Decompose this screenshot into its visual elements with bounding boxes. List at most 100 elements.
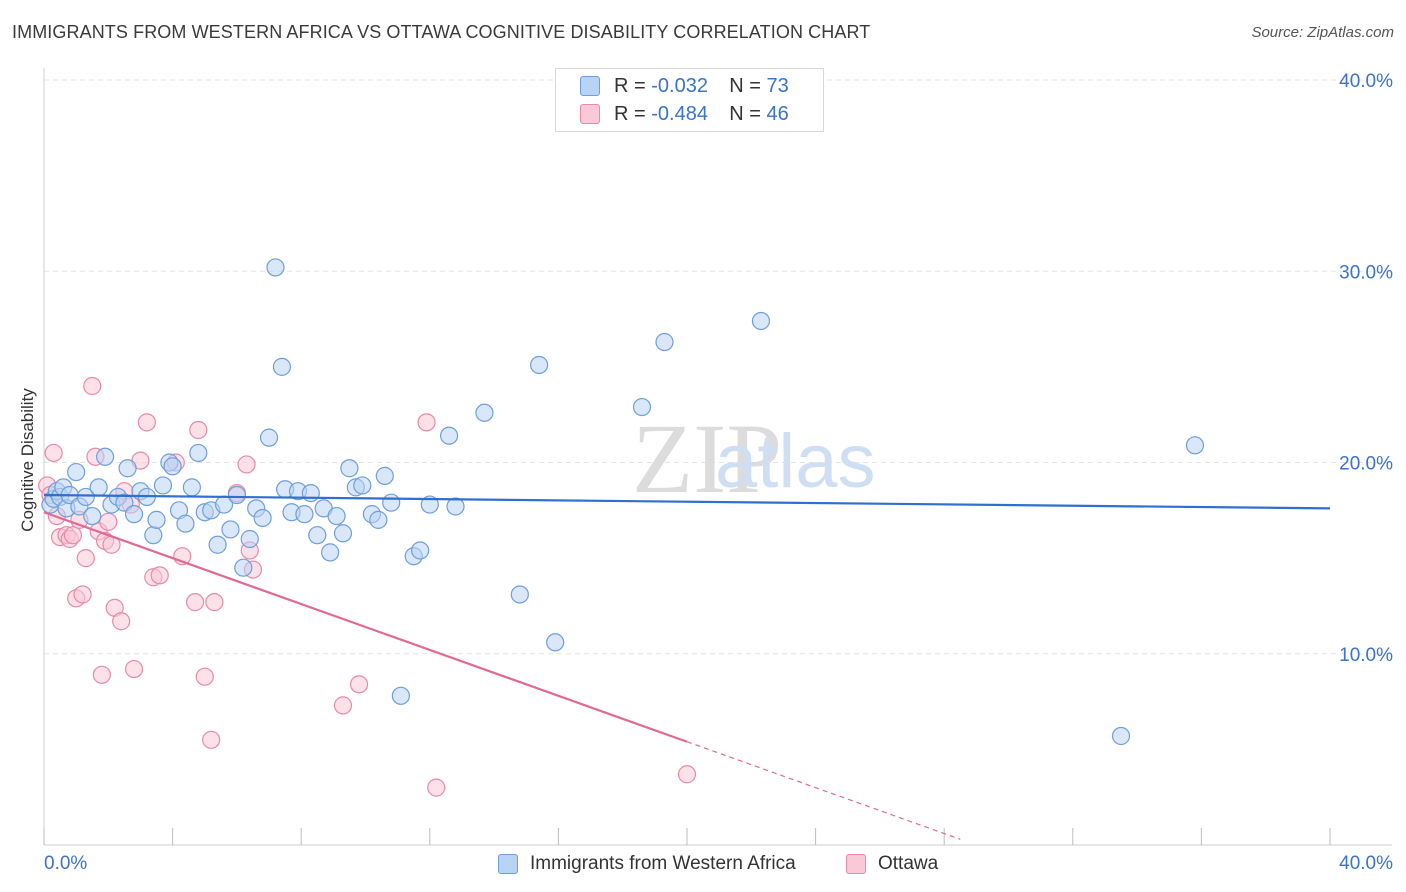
- correlation-legend: R = -0.032 N = 73 R = -0.484 N = 46: [555, 68, 824, 132]
- legend-swatch-pink: [846, 854, 866, 874]
- x-tick-label: 0.0%: [44, 853, 87, 874]
- legend-swatch-blue: [580, 76, 600, 96]
- bottom-legend-label: Ottawa: [878, 853, 939, 874]
- ottawa-point: [195, 667, 214, 686]
- western-africa-point: [301, 484, 320, 503]
- watermark: ZIP atlas: [632, 403, 876, 514]
- western-africa-point: [411, 541, 430, 560]
- western-africa-point: [259, 428, 279, 447]
- legend-swatch-blue: [498, 854, 518, 874]
- legend-n-label: N =: [729, 74, 761, 97]
- western-africa-point: [208, 535, 227, 554]
- ottawa-point: [677, 765, 697, 784]
- western-africa-point: [147, 510, 166, 529]
- legend-n-label: N =: [729, 102, 761, 125]
- western-africa-point: [266, 258, 285, 277]
- ottawa-point: [99, 512, 118, 531]
- legend-n-value: 46: [766, 102, 789, 125]
- legend-r-value: -0.032: [651, 74, 708, 97]
- western-africa-point: [176, 514, 195, 533]
- legend-row-western-africa: R = -0.032 N = 73: [580, 74, 789, 98]
- western-africa-point: [391, 686, 410, 705]
- western-africa-point: [253, 508, 272, 528]
- y-tick-label: 40.0%: [1339, 71, 1393, 92]
- western-africa-point: [234, 558, 253, 577]
- western-africa-point: [327, 506, 346, 526]
- ottawa-point: [427, 778, 446, 797]
- western-africa-point: [632, 397, 652, 417]
- ottawa-point: [76, 549, 95, 568]
- ottawa-trend-line: [43, 511, 688, 743]
- western-africa-point: [510, 585, 529, 604]
- western-africa-point: [95, 447, 115, 466]
- ottawa-point: [73, 585, 92, 604]
- legend-swatch-pink: [580, 104, 600, 124]
- chart-title: IMMIGRANTS FROM WESTERN AFRICA VS OTTAWA…: [12, 22, 871, 42]
- x-tick-label: 40.0%: [1339, 853, 1393, 874]
- ottawa-point: [137, 413, 156, 432]
- western-africa-point: [375, 466, 394, 485]
- western-africa-point: [475, 403, 494, 422]
- western-africa-point: [439, 426, 459, 445]
- ottawa-point: [202, 730, 221, 749]
- y-tick-label: 30.0%: [1339, 262, 1393, 283]
- bottom-legend-label: Immigrants from Western Africa: [530, 853, 796, 874]
- western-africa-point: [124, 505, 144, 524]
- western-africa-point: [369, 510, 388, 529]
- source-label: Source: ZipAtlas.com: [1251, 24, 1394, 41]
- western-africa-point: [546, 633, 565, 652]
- watermark-atlas: atlas: [715, 419, 876, 504]
- y-tick-labels: 10.0% 20.0% 30.0% 40.0%: [1339, 71, 1393, 666]
- western-africa-point: [446, 497, 465, 516]
- ottawa-point: [44, 443, 63, 463]
- ottawa-point: [124, 659, 144, 679]
- ottawa-point: [112, 612, 131, 631]
- trend-lines: [43, 493, 1331, 840]
- legend-r-value: -0.484: [651, 102, 708, 125]
- y-axis-label: Cognitive Disability: [18, 388, 37, 532]
- western-africa-point: [67, 462, 86, 482]
- western-africa-point: [1185, 436, 1205, 455]
- ottawa-point: [83, 376, 102, 396]
- western-africa-point: [227, 485, 246, 505]
- western-africa-point: [272, 357, 292, 376]
- western-africa-point: [182, 478, 201, 497]
- legend-n-value: 73: [766, 74, 789, 97]
- western-africa-point: [89, 478, 108, 497]
- western-africa-point: [308, 526, 327, 545]
- western-africa-point: [163, 457, 182, 476]
- ottawa-point: [92, 665, 111, 684]
- ottawa-point: [63, 526, 83, 545]
- ottawa-point: [150, 566, 169, 585]
- western-africa-point: [189, 443, 208, 463]
- western-africa-point: [221, 520, 240, 539]
- axes: [43, 68, 1392, 846]
- ottawa-point: [237, 455, 256, 474]
- y-tick-label: 20.0%: [1339, 454, 1393, 475]
- y-tick-label: 10.0%: [1339, 645, 1393, 666]
- ottawa-point: [417, 413, 436, 432]
- bottom-legend-western-africa[interactable]: Immigrants from Western Africa: [498, 852, 796, 876]
- ottawa-point: [333, 696, 353, 715]
- western-africa-point: [153, 476, 173, 495]
- western-africa-trend-line: [43, 493, 1331, 510]
- bottom-legend-ottawa[interactable]: Ottawa: [846, 852, 938, 876]
- ottawa-point: [205, 593, 224, 612]
- western-africa-point: [340, 459, 359, 478]
- watermark-zip: ZIP: [632, 403, 782, 514]
- western-africa-point: [76, 487, 95, 507]
- legend-row-ottawa: R = -0.484 N = 46: [580, 102, 789, 126]
- legend-r-label: R =: [614, 74, 646, 97]
- western-africa-point: [83, 506, 102, 526]
- ottawa-point: [186, 593, 205, 612]
- western-africa-point: [530, 355, 549, 375]
- western-africa-point: [751, 311, 771, 331]
- western-africa-point: [118, 459, 137, 478]
- western-africa-point: [144, 526, 163, 545]
- western-africa-point: [333, 524, 353, 543]
- legend-r-label: R =: [614, 102, 646, 125]
- x-tick-labels: 0.0% 40.0%: [44, 853, 1393, 874]
- western-africa-point: [353, 476, 372, 495]
- ottawa-trend-extension: [686, 741, 961, 840]
